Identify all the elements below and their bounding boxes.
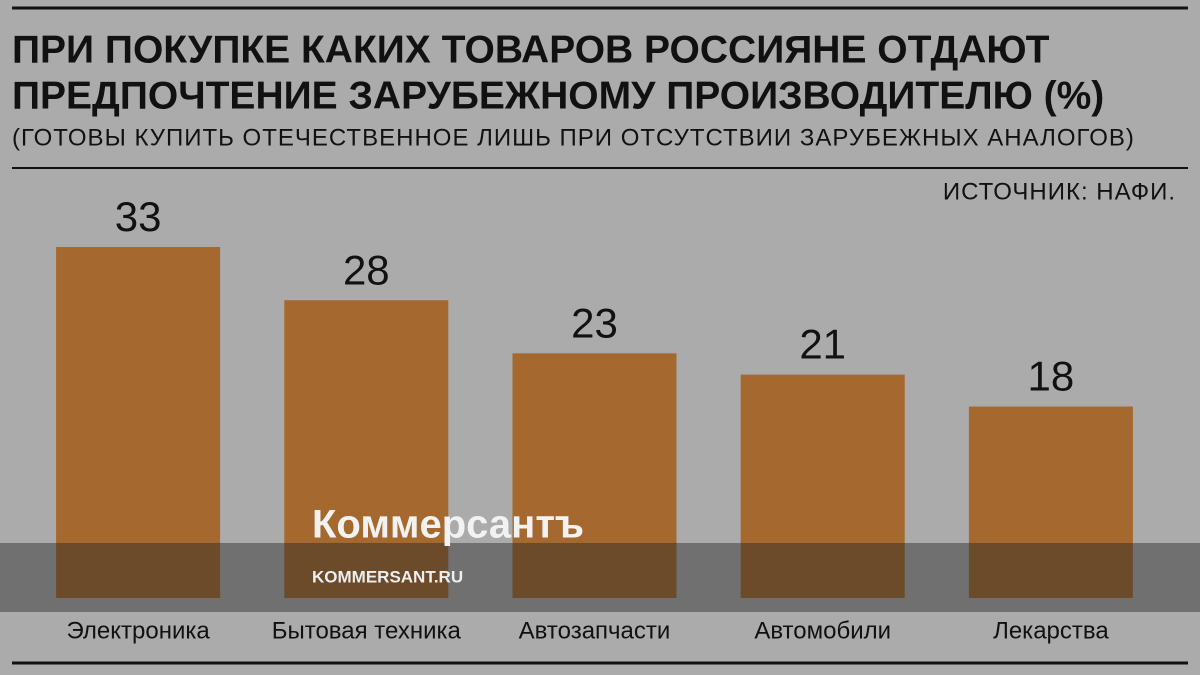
bar xyxy=(740,374,905,598)
value-label: 23 xyxy=(571,299,618,346)
bar xyxy=(284,300,449,598)
x-tick-label: Электроника xyxy=(66,617,210,644)
value-label: 18 xyxy=(1028,353,1075,400)
x-tick-label: Лекарства xyxy=(993,617,1109,644)
chart-title: ПРИ ПОКУПКЕ КАКИХ ТОВАРОВ РОССИЯНЕ ОТДАЮ… xyxy=(12,28,1050,71)
x-tick-label: Автозапчасти xyxy=(519,617,671,644)
chart-title: ПРЕДПОЧТЕНИЕ ЗАРУБЕЖНОМУ ПРОИЗВОДИТЕЛЮ (… xyxy=(12,74,1104,117)
watermark-band xyxy=(0,543,1200,612)
x-tick-label: Бытовая техника xyxy=(272,617,462,644)
bar xyxy=(512,353,677,598)
watermark-url: KOMMERSANT.RU xyxy=(312,567,463,586)
x-tick-label: Автомобили xyxy=(754,617,891,644)
source: ИСТОЧНИК: НАФИ. xyxy=(943,178,1176,205)
value-label: 33 xyxy=(115,193,162,240)
value-label: 21 xyxy=(799,321,846,368)
watermark-brand: Коммерсантъ xyxy=(312,503,584,547)
value-label: 28 xyxy=(343,246,390,293)
chart-subtitle: (ГОТОВЫ КУПИТЬ ОТЕЧЕСТВЕННОЕ ЛИШЬ ПРИ ОТ… xyxy=(12,124,1135,151)
bar xyxy=(56,247,221,598)
bar xyxy=(968,406,1133,598)
